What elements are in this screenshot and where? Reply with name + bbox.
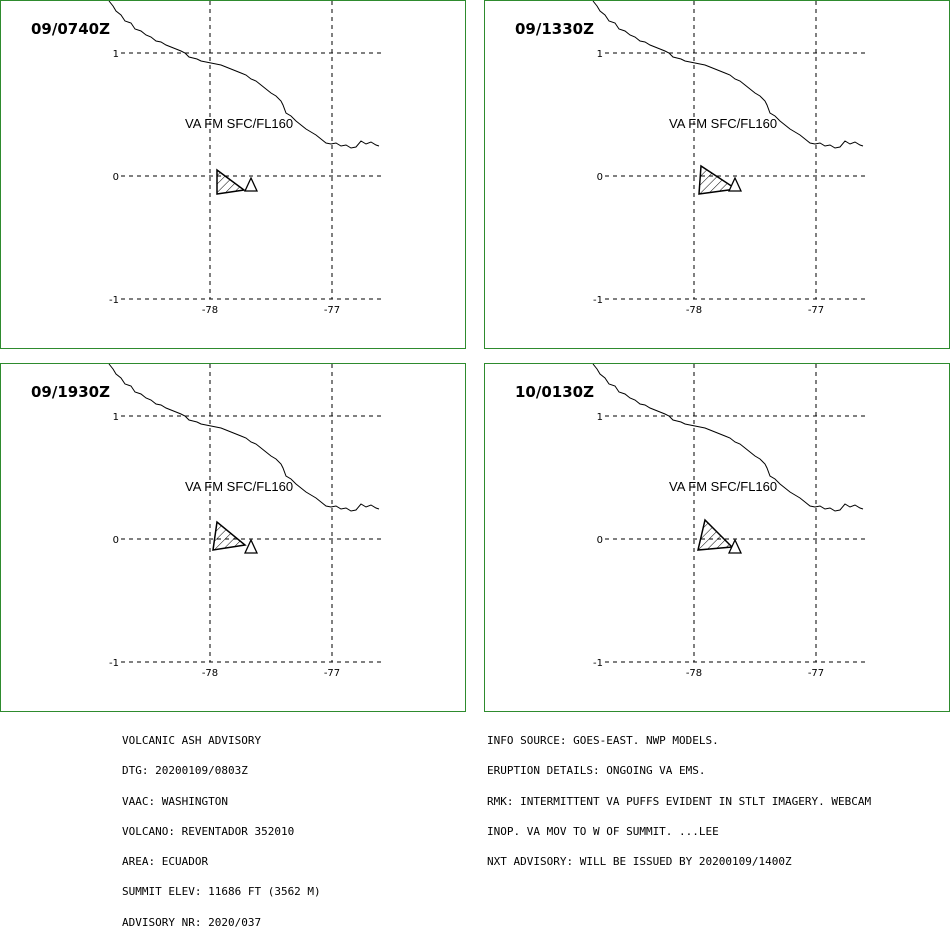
panel-time: 09/1930Z (31, 383, 110, 401)
map-svg-4: 1 0 -1 -78 -77 VA FM SFC/FL160 (592, 363, 865, 679)
ash-cloud-polygon (216, 168, 246, 195)
map-panel-1: 1 0 -1 -78 -77 VA FM SFC/FL160 09/0740Z (0, 0, 466, 349)
lat-tick-label: -1 (109, 658, 119, 669)
lon-tick-label: -77 (808, 668, 824, 679)
lat-tick-label: 1 (113, 49, 119, 60)
advisory-line: INOP. VA MOV TO W OF SUMMIT. ...LEE (487, 824, 719, 838)
advisory-line: AREA: ECUADOR (122, 855, 209, 869)
advisory-line: ADVISORY NR: 2020/037 (122, 915, 262, 929)
advisory-right: INFO SOURCE: GOES-EAST. NWP MODELS. ERUP… (487, 716, 871, 877)
map-svg-3: 1 0 -1 -78 -77 VA FM SFC/FL160 (108, 363, 381, 679)
ash-cloud-polygon (212, 520, 247, 551)
advisory-line: DTG: 20200109/0803Z (122, 764, 248, 778)
volcano-marker-icon (243, 176, 259, 192)
ash-level-label: VA FM SFC/FL160 (185, 479, 293, 494)
advisory-line: VOLCANIC ASH ADVISORY (122, 734, 262, 747)
lat-tick-label: -1 (593, 295, 603, 306)
map-panel-3: 1 0 -1 -78 -77 VA FM SFC/FL160 09/1930Z (0, 363, 466, 712)
coastline (592, 363, 864, 512)
lon-tick-label: -78 (686, 305, 702, 316)
advisory-line: SUMMIT ELEV: 11686 FT (3562 M) (122, 885, 321, 899)
lat-tick-label: 1 (597, 49, 603, 60)
advisory-left: VOLCANIC ASH ADVISORY DTG: 20200109/0803… (122, 716, 321, 938)
lat-tick-label: -1 (593, 658, 603, 669)
volcano-marker-icon (243, 538, 259, 554)
map-svg-1: 1 0 -1 -78 -77 VA FM SFC/FL160 (108, 0, 381, 316)
lon-tick-label: -78 (686, 668, 702, 679)
ash-cloud-polygon (697, 518, 734, 551)
lat-tick-label: 0 (113, 172, 119, 183)
map-svg-2: 1 0 -1 -78 -77 VA FM SFC/FL160 (592, 0, 865, 316)
panel-time: 09/1330Z (515, 20, 594, 38)
lon-tick-label: -78 (202, 305, 218, 316)
ash-level-label: VA FM SFC/FL160 (669, 116, 777, 131)
ash-level-label: VA FM SFC/FL160 (669, 479, 777, 494)
advisory-line: VAAC: WASHINGTON (122, 794, 228, 808)
ash-cloud-polygon (698, 164, 739, 195)
lat-tick-label: 0 (597, 535, 603, 546)
advisory-line: INFO SOURCE: GOES-EAST. NWP MODELS. (487, 734, 719, 747)
advisory-line: RMK: INTERMITTENT VA PUFFS EVIDENT IN ST… (487, 794, 872, 808)
lon-tick-label: -77 (324, 668, 340, 679)
advisory-line: VOLCANO: REVENTADOR 352010 (122, 824, 295, 838)
ash-level-label: VA FM SFC/FL160 (185, 116, 293, 131)
volcano-marker-icon (727, 176, 743, 192)
lon-tick-label: -78 (202, 668, 218, 679)
coastline (592, 0, 864, 149)
lat-tick-label: 0 (597, 172, 603, 183)
lat-tick-label: -1 (109, 295, 119, 306)
coastline (108, 0, 380, 149)
lat-tick-label: 1 (113, 412, 119, 423)
lon-tick-label: -77 (808, 305, 824, 316)
coastline (108, 363, 380, 512)
map-panel-4: 1 0 -1 -78 -77 VA FM SFC/FL160 10/0130Z (484, 363, 950, 712)
lat-tick-label: 1 (597, 412, 603, 423)
map-panel-2: 1 0 -1 -78 -77 VA FM SFC/FL160 09/1330Z (484, 0, 950, 349)
lon-tick-label: -77 (324, 305, 340, 316)
lat-tick-label: 0 (113, 535, 119, 546)
panel-time: 09/0740Z (31, 20, 110, 38)
volcano-marker-icon (727, 538, 743, 554)
panel-time: 10/0130Z (515, 383, 594, 401)
advisory-line: NXT ADVISORY: WILL BE ISSUED BY 20200109… (487, 855, 792, 869)
advisory-line: ERUPTION DETAILS: ONGOING VA EMS. (487, 764, 706, 778)
